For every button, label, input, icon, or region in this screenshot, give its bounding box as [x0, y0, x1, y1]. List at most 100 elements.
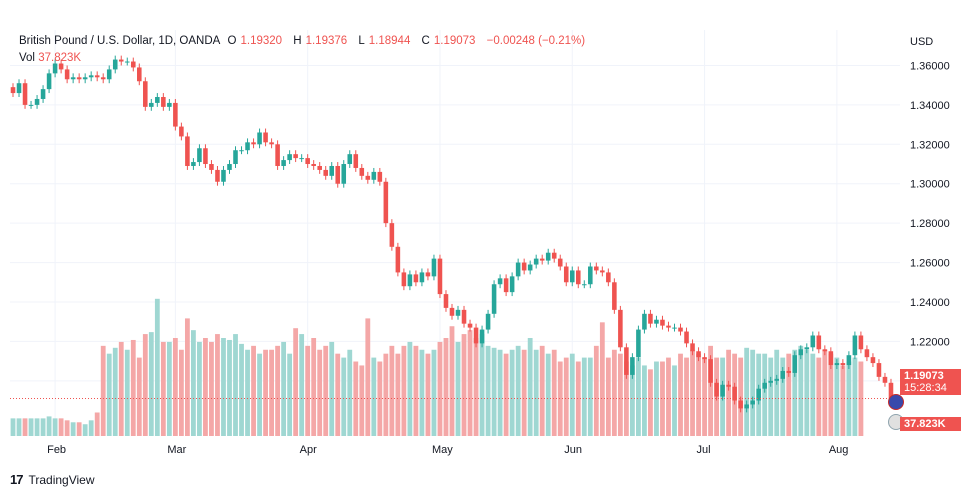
candle-body	[149, 102, 154, 107]
volume-bar	[359, 365, 365, 436]
volume-bar	[347, 349, 353, 436]
candle-body	[732, 386, 737, 401]
volume-bar	[341, 357, 347, 436]
candle-body	[557, 258, 563, 267]
candle-body	[780, 370, 786, 379]
candle-body	[425, 272, 431, 277]
candle-body	[497, 278, 503, 285]
volume-bar	[305, 345, 311, 436]
volume-bar	[52, 418, 58, 436]
volume-bar	[287, 353, 293, 436]
volume-bar	[636, 357, 641, 436]
candle-body	[648, 313, 653, 324]
candle-body	[660, 319, 665, 326]
x-tick-label: Apr	[300, 444, 317, 456]
volume-bar	[58, 418, 64, 436]
candle-body	[726, 384, 731, 387]
candle-body	[666, 325, 671, 328]
candle-body	[654, 319, 659, 324]
candle-body	[311, 164, 316, 166]
candle-body	[479, 329, 485, 344]
candle-body	[70, 77, 76, 80]
volume-bar	[419, 349, 425, 436]
candle-body	[82, 77, 88, 80]
candle-body	[245, 142, 250, 151]
symbol-legend[interactable]: British Pound / U.S. Dollar, 1D, OANDA O…	[19, 35, 589, 47]
volume-legend[interactable]: Vol 37.823K	[19, 52, 81, 64]
candle-body	[582, 284, 587, 286]
candle-body	[413, 274, 419, 283]
volume-bar	[317, 349, 323, 436]
volume-bar	[22, 418, 28, 436]
candle-body	[864, 349, 870, 358]
ohlc-low: L 1.18944	[358, 35, 411, 47]
candle-body	[263, 132, 268, 143]
candle-body	[371, 171, 377, 180]
candle-body	[443, 294, 449, 308]
volume-bar	[323, 345, 329, 436]
volume-bar	[780, 357, 786, 436]
candle-body	[888, 382, 894, 399]
candle-body	[227, 164, 232, 170]
volume-bar	[545, 353, 551, 436]
y-tick-label: 1.24000	[910, 297, 950, 309]
volume-bar	[840, 365, 846, 436]
volume-bar	[846, 361, 852, 436]
x-tick-label: Jul	[697, 444, 711, 456]
candle-body	[756, 388, 761, 401]
volume-bar	[575, 361, 581, 436]
candle-body	[545, 252, 551, 261]
candle-body	[563, 266, 569, 283]
candle-body	[329, 165, 335, 176]
volume-bar	[395, 353, 401, 436]
candle-body	[106, 69, 112, 80]
candle-body	[876, 363, 882, 377]
candle-body	[191, 162, 196, 166]
candle-body	[143, 81, 148, 107]
volume-bar	[76, 422, 82, 436]
volume-bar	[708, 345, 713, 436]
candle-body	[401, 272, 407, 287]
volume-bar	[629, 365, 635, 436]
x-tick-label: Aug	[829, 444, 849, 456]
volume-bar	[40, 418, 46, 436]
candle-body	[762, 382, 767, 389]
currency-label: USD	[910, 36, 933, 48]
candle-body	[94, 75, 100, 78]
candle-body	[383, 181, 389, 224]
candle-body	[377, 171, 383, 182]
volume-bar	[257, 353, 262, 436]
last-price-value: 1.19073	[904, 370, 944, 382]
volume-bar	[762, 353, 768, 436]
volume-label: Vol	[19, 52, 35, 64]
volume-bar	[623, 361, 629, 436]
volume-bar	[702, 357, 707, 436]
candle-body	[858, 335, 864, 350]
candle-body	[702, 357, 707, 360]
volume-bar	[407, 341, 413, 436]
volume-bar	[215, 334, 220, 436]
volume-bar	[744, 347, 750, 436]
candle-body	[124, 61, 130, 63]
price-axis[interactable]: USD 1.36000 1.34000 1.32000 1.30000 1.28000 1…	[910, 36, 950, 388]
candle-body	[630, 357, 635, 375]
ohlc-close: C 1.19073	[421, 35, 476, 47]
volume-bar	[94, 412, 100, 436]
candle-body	[431, 258, 437, 277]
time-axis[interactable]: Feb Mar Apr May Jun Jul Aug	[47, 444, 848, 456]
volume-bar	[281, 341, 287, 436]
candle-body	[588, 266, 593, 285]
candle-body	[575, 270, 581, 285]
volume-bar	[804, 349, 810, 436]
candle-body	[22, 83, 28, 105]
volume-bar	[28, 418, 34, 436]
volume-bar	[666, 357, 671, 436]
y-tick-label: 1.22000	[910, 336, 950, 348]
candlesticks	[10, 55, 894, 413]
volume-bar	[437, 341, 443, 436]
volume-bar	[197, 341, 202, 436]
brand[interactable]: 17 TradingView	[10, 472, 95, 487]
candle-body	[852, 335, 858, 356]
candle-body	[684, 331, 689, 344]
